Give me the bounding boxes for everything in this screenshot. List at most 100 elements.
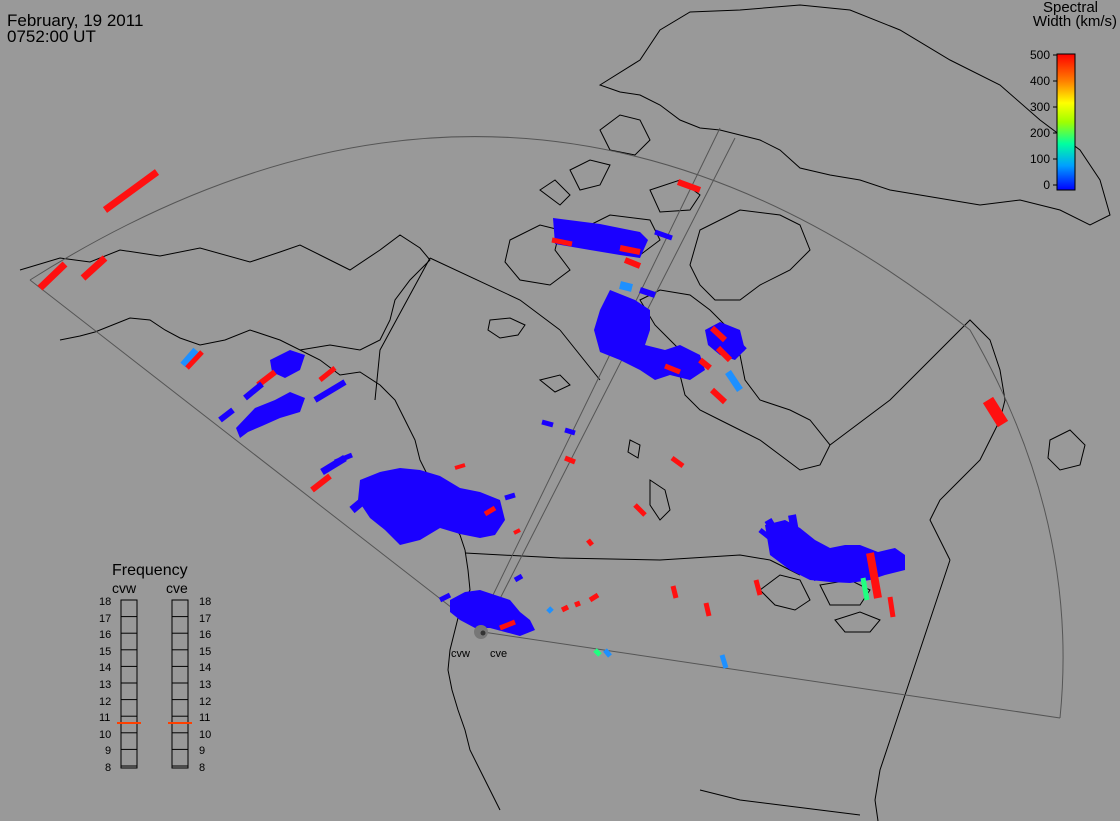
scatter-cell bbox=[80, 255, 108, 281]
scatter-region bbox=[450, 590, 535, 636]
date-label: February, 19 2011 bbox=[7, 11, 144, 30]
scatter-cell bbox=[588, 592, 600, 603]
scatter-cell bbox=[564, 427, 576, 436]
scatter-cell bbox=[102, 169, 160, 213]
scatter-cell bbox=[698, 357, 712, 371]
colorbar-tick: 0 bbox=[1043, 178, 1050, 192]
frequency-tick-label: 18 bbox=[199, 596, 212, 608]
scatter-cell bbox=[753, 579, 763, 596]
scatter-cell bbox=[454, 463, 466, 470]
frequency-tick-label: 14 bbox=[99, 662, 112, 675]
colorbar-tick: 400 bbox=[1029, 74, 1050, 88]
frequency-tick-label: 10 bbox=[99, 728, 112, 741]
scatter-cell bbox=[619, 281, 633, 292]
frequency-tick-label: 15 bbox=[99, 645, 112, 658]
colorbar-tick: 500 bbox=[1029, 48, 1050, 62]
colorbar-gradient bbox=[1056, 53, 1076, 191]
scatter-region bbox=[270, 350, 305, 378]
scatter-cell bbox=[733, 338, 747, 352]
scatter-cell bbox=[703, 602, 712, 617]
scatter-cell bbox=[334, 452, 353, 465]
scatter-cell bbox=[719, 654, 729, 669]
scatter-cell bbox=[709, 325, 728, 343]
scatter-cell bbox=[664, 363, 681, 375]
radar-site-label-cvw: cvw bbox=[451, 648, 470, 660]
scatter-cell bbox=[619, 245, 641, 255]
scatter-cell bbox=[866, 552, 882, 599]
scatter-cell bbox=[564, 455, 576, 465]
scatter-cell bbox=[758, 528, 777, 544]
scatter-region bbox=[765, 520, 905, 583]
scatter-cell bbox=[180, 347, 199, 368]
scatter-cell bbox=[764, 517, 784, 543]
cve-frequency-box bbox=[171, 599, 189, 769]
frequency-tick-label: 18 bbox=[99, 596, 112, 608]
scatter-cell bbox=[313, 379, 347, 403]
scatter-cell bbox=[586, 538, 594, 547]
frequency-tick-label: 9 bbox=[105, 745, 112, 758]
scatter-cell bbox=[676, 179, 702, 193]
radar-scatter-layer bbox=[37, 169, 1009, 669]
scatter-cell bbox=[804, 539, 822, 581]
frequency-tick-label: 11 bbox=[199, 712, 211, 725]
frequency-tick-label: 11 bbox=[99, 712, 111, 725]
scatter-cell bbox=[483, 505, 497, 517]
scatter-region bbox=[358, 468, 505, 545]
scatter-cell bbox=[349, 491, 373, 514]
frequency-tick-label: 8 bbox=[199, 762, 206, 774]
colorbar-tick: 200 bbox=[1029, 126, 1050, 140]
scatter-cell bbox=[574, 600, 581, 608]
radar-site-center bbox=[480, 630, 486, 636]
scatter-cell bbox=[670, 455, 685, 469]
frequency-tick-label: 13 bbox=[99, 679, 112, 691]
scatter-cell bbox=[860, 577, 870, 601]
frequency-radar-label-cvw: cvw bbox=[112, 580, 137, 596]
colorbar-tick: 100 bbox=[1029, 152, 1050, 166]
time-label: 0752:00 UT bbox=[7, 27, 96, 46]
scatter-cell bbox=[318, 366, 337, 382]
colorbar-tick: 300 bbox=[1029, 100, 1050, 114]
borders bbox=[374, 257, 801, 576]
frequency-tick-label: 12 bbox=[99, 695, 112, 708]
scatter-cell bbox=[551, 237, 573, 247]
frequency-tick-label: 8 bbox=[105, 762, 112, 774]
scatter-cell bbox=[243, 381, 264, 401]
scatter-cell bbox=[982, 396, 1009, 428]
scatter-cell bbox=[670, 585, 679, 599]
radar-sites bbox=[474, 625, 488, 639]
field-of-view bbox=[29, 127, 1064, 719]
frequency-title: Frequency bbox=[112, 562, 188, 579]
cvw-frequency-box bbox=[120, 599, 138, 769]
frequency-tick-label: 15 bbox=[199, 645, 212, 658]
colorbar-title-line2: Width (km/s) bbox=[1032, 13, 1117, 30]
frequency-tick-label: 17 bbox=[199, 612, 212, 625]
radar-site-label-cve: cve bbox=[490, 648, 508, 660]
scatter-cell bbox=[310, 473, 332, 493]
scatter-cell bbox=[603, 648, 612, 658]
colorbar-title-line1: Spectral bbox=[1042, 0, 1098, 16]
scatter-cell bbox=[513, 573, 524, 583]
scatter-cell bbox=[887, 596, 896, 618]
frequency-tick-label: 17 bbox=[99, 612, 112, 625]
frequency-tick-label: 12 bbox=[199, 695, 212, 708]
frequency-tick-label: 10 bbox=[199, 728, 212, 741]
scatter-cell bbox=[438, 592, 452, 603]
scatter-cell bbox=[654, 229, 673, 241]
scatter-cell bbox=[788, 514, 804, 561]
scatter-region bbox=[594, 290, 705, 380]
scatter-cell bbox=[560, 604, 570, 613]
frequency-tick-label: 16 bbox=[99, 629, 112, 642]
scatter-cell bbox=[725, 370, 743, 392]
scatter-cell bbox=[37, 261, 68, 291]
frequency-tick-label: 13 bbox=[199, 679, 212, 691]
scatter-cell bbox=[513, 528, 521, 535]
scatter-cell bbox=[639, 287, 656, 298]
frequency-tick-label: 16 bbox=[199, 629, 212, 642]
coastlines bbox=[19, 4, 1111, 821]
scatter-cell bbox=[633, 503, 647, 517]
scatter-cell bbox=[546, 606, 554, 614]
scatter-cell bbox=[499, 619, 516, 631]
frequency-boxes bbox=[120, 599, 189, 769]
